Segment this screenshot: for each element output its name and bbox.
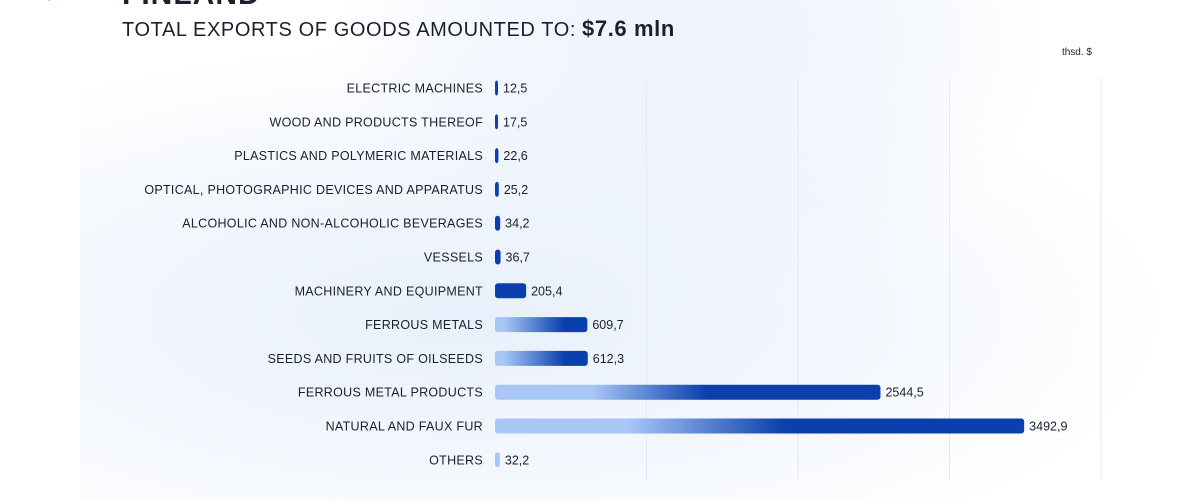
bar [495, 384, 881, 400]
category-label: ELECTRIC MACHINES [347, 82, 483, 96]
value-labels: 12,5 17,5 22,6 25,2 34,2 36,7 205,4 609,7 612,3 2… [503, 82, 1067, 468]
value-label: 36,7 [506, 251, 530, 265]
value-label: 205,4 [531, 284, 562, 298]
value-label: 2544,5 [885, 386, 923, 400]
value-label: 3492,9 [1029, 420, 1067, 434]
unit-label: thsd. $ [1061, 47, 1092, 58]
category-label: OTHERS [429, 453, 483, 467]
category-label: ALCOHOLIC AND NON-ALCOHOLIC BEVERAGES [182, 217, 483, 231]
subtitle-prefix: TOTAL EXPORTS OF GOODS AMOUNTED TO: [122, 19, 577, 41]
category-label: PLASTICS AND POLYMERIC MATERIALS [234, 149, 483, 163]
category-label: FERROUS METALS [365, 318, 483, 332]
bar [495, 452, 500, 468]
value-label: 612,3 [593, 352, 624, 366]
value-label: 17,5 [503, 115, 527, 129]
total-exports-amount: $7.6 mln [582, 16, 675, 41]
bar [495, 317, 588, 333]
value-label: 25,2 [504, 183, 528, 197]
country-title: FINLAND [122, 0, 261, 12]
bar [495, 418, 1025, 434]
category-label: VESSELS [424, 251, 483, 265]
bar [495, 148, 499, 164]
value-label: 609,7 [592, 318, 623, 332]
value-label: 32,2 [505, 453, 529, 467]
bar [495, 350, 588, 366]
chart-subtitle: TOTAL EXPORTS OF GOODS AMOUNTED TO: $7.6 … [122, 16, 675, 42]
bar [495, 114, 498, 130]
category-label: FERROUS METAL PRODUCTS [298, 386, 483, 400]
value-label: 22,6 [503, 149, 527, 163]
category-label: NATURAL AND FAUX FUR [326, 420, 483, 434]
category-label: MACHINERY AND EQUIPMENT [295, 284, 483, 298]
value-label: 34,2 [505, 217, 529, 231]
bar [495, 80, 498, 96]
bar [495, 181, 499, 197]
category-label: SEEDS AND FRUITS OF OILSEEDS [268, 352, 483, 366]
gridlines [646, 78, 1102, 480]
bar [495, 249, 501, 265]
category-label: WOOD AND PRODUCTS THEREOF [269, 115, 483, 129]
bar-chart: ELECTRIC MACHINES WOOD AND PRODUCTS THERE… [144, 78, 1102, 480]
bar [495, 215, 501, 231]
category-label: OPTICAL, PHOTOGRAPHIC DEVICES AND APPARA… [144, 183, 483, 197]
bars [495, 80, 1025, 468]
bar [495, 283, 527, 299]
category-labels: ELECTRIC MACHINES WOOD AND PRODUCTS THERE… [144, 82, 483, 468]
value-label: 12,5 [503, 82, 527, 96]
